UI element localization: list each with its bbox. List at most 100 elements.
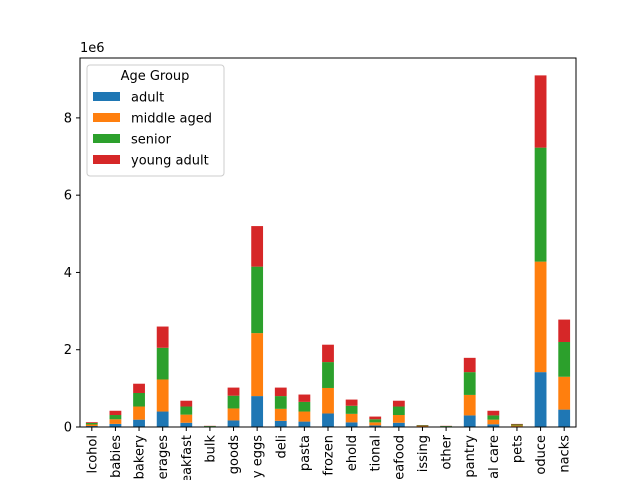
legend-label-young-adult: young adult bbox=[131, 154, 209, 169]
bar-segment-bakery-middle-aged bbox=[133, 406, 145, 420]
x-tick-label: goods bbox=[227, 435, 242, 474]
bar-segment-babies-senior bbox=[109, 415, 122, 420]
y-axis: 0 2 4 6 8 bbox=[64, 111, 80, 436]
bar-segment-snacks-young-adult bbox=[558, 319, 571, 342]
bar-segment-international-middle-aged bbox=[369, 422, 382, 426]
bar-segment-frozen-young-adult bbox=[322, 344, 334, 363]
bar-segment-personal-care-adult bbox=[487, 424, 500, 427]
bar-segment-dairy-eggs-adult bbox=[251, 396, 264, 427]
bar-segment-produce-middle-aged bbox=[534, 261, 547, 373]
x-axis: lcohol babies bakery erages eakfast bulk goods… bbox=[85, 427, 573, 480]
legend-title: Age Group bbox=[121, 69, 190, 84]
bar-segment-frozen-adult bbox=[322, 413, 334, 427]
bar-segment-alcohol-middle-aged bbox=[85, 424, 98, 427]
bar-segment-household-senior bbox=[345, 405, 358, 414]
bar-segment-pantry-middle-aged bbox=[463, 394, 476, 416]
y-tick-label: 0 bbox=[64, 421, 72, 436]
bar-segment-deli-middle-aged bbox=[274, 408, 287, 421]
bar-segment-snacks-senior bbox=[558, 341, 571, 377]
x-tick-label: pets bbox=[510, 435, 525, 463]
y-tick-label: 2 bbox=[64, 343, 72, 358]
bar-segment-breakfast-middle-aged bbox=[180, 414, 193, 423]
y-tick-label: 4 bbox=[64, 266, 72, 281]
bar-segment-bakery-adult bbox=[133, 419, 145, 427]
bar-segment-pets-middle-aged bbox=[511, 425, 523, 427]
bar-segment-canned-goods-senior bbox=[227, 395, 240, 409]
bar-segment-beverages-senior bbox=[156, 347, 169, 380]
bar-segment-household-adult bbox=[345, 422, 358, 427]
x-tick-label: pasta bbox=[298, 435, 313, 471]
bar-segment-breakfast-senior bbox=[180, 406, 193, 415]
x-tick-label: erages bbox=[156, 435, 171, 480]
y-tick-label: 6 bbox=[64, 189, 72, 204]
bar-segment-canned-goods-adult bbox=[227, 420, 240, 427]
bar-segment-snacks-middle-aged bbox=[558, 376, 571, 410]
bar-segment-seafood-senior bbox=[392, 406, 405, 416]
x-tick-label: tional bbox=[369, 435, 384, 471]
y-scale-label: 1e6 bbox=[80, 41, 105, 56]
legend-swatch-young-adult bbox=[93, 155, 120, 164]
bar-segment-pets-young-adult bbox=[511, 423, 523, 425]
bar-segment-beverages-adult bbox=[156, 411, 169, 427]
bar-segment-pantry-adult bbox=[463, 415, 476, 427]
bar-segment-international-senior bbox=[369, 419, 382, 423]
bar-segment-pasta-senior bbox=[298, 401, 311, 412]
bar-segment-international-young-adult bbox=[369, 416, 382, 420]
bar-segment-produce-young-adult bbox=[534, 75, 547, 148]
bar-segment-personal-care-senior bbox=[487, 415, 500, 420]
bar-segment-pantry-young-adult bbox=[463, 357, 476, 373]
bar-segment-bakery-young-adult bbox=[133, 383, 145, 393]
bar-segment-pasta-adult bbox=[298, 421, 311, 427]
bar-segment-seafood-adult bbox=[392, 422, 405, 427]
x-tick-label: oduce bbox=[534, 435, 549, 475]
x-tick-label: pantry bbox=[463, 435, 478, 478]
bar-segment-pets-senior bbox=[511, 424, 523, 426]
bar-segment-missing-middle-aged bbox=[416, 426, 429, 427]
bar-segment-beverages-young-adult bbox=[156, 326, 169, 348]
legend: Age Group adult middle aged senior young ad… bbox=[86, 64, 225, 177]
x-tick-label: bakery bbox=[133, 435, 148, 480]
bar-segment-beverages-middle-aged bbox=[156, 379, 169, 412]
legend-label-adult: adult bbox=[131, 91, 164, 106]
legend-swatch-adult bbox=[93, 92, 120, 101]
bar-segment-snacks-adult bbox=[558, 409, 571, 427]
x-tick-label: babies bbox=[109, 435, 124, 478]
bar-segment-seafood-middle-aged bbox=[392, 415, 405, 423]
x-tick-label: y eggs bbox=[251, 435, 266, 478]
bar-segment-babies-middle-aged bbox=[109, 419, 122, 424]
x-tick-label: eakfast bbox=[180, 435, 195, 480]
x-tick-label: eafood bbox=[392, 435, 407, 480]
bar-segment-dairy-eggs-middle-aged bbox=[251, 333, 264, 397]
bar-segment-pantry-senior bbox=[463, 372, 476, 395]
bar-segment-dairy-eggs-senior bbox=[251, 266, 264, 334]
bar-segment-frozen-middle-aged bbox=[322, 387, 334, 414]
legend-label-middle-aged: middle aged bbox=[131, 112, 212, 127]
legend-swatch-senior bbox=[93, 134, 120, 143]
legend-label-senior: senior bbox=[131, 133, 172, 148]
bar-segment-breakfast-adult bbox=[180, 422, 193, 427]
bar-segment-bakery-senior bbox=[133, 393, 145, 407]
bar-segment-pasta-middle-aged bbox=[298, 411, 311, 422]
legend-swatch-middle-aged bbox=[93, 113, 120, 122]
bar-segment-deli-senior bbox=[274, 396, 287, 409]
bar-segment-personal-care-young-adult bbox=[487, 410, 500, 416]
bar-segment-international-adult bbox=[369, 425, 382, 427]
x-tick-label: frozen bbox=[322, 435, 337, 476]
bar-segment-deli-young-adult bbox=[274, 387, 287, 397]
x-tick-label: issing bbox=[416, 435, 431, 472]
bar-segment-personal-care-middle-aged bbox=[487, 419, 500, 425]
x-tick-label: nacks bbox=[558, 435, 573, 473]
x-tick-label: bulk bbox=[203, 435, 218, 463]
bar-segment-alcohol-young-adult bbox=[85, 422, 98, 423]
bar-segment-pasta-young-adult bbox=[298, 394, 311, 402]
bars-group bbox=[85, 75, 571, 427]
bar-segment-produce-adult bbox=[534, 372, 547, 427]
bar-segment-produce-senior bbox=[534, 147, 547, 262]
bar-segment-babies-young-adult bbox=[109, 410, 122, 416]
bar-segment-breakfast-young-adult bbox=[180, 400, 193, 407]
x-tick-label: deli bbox=[274, 435, 289, 458]
bar-segment-canned-goods-young-adult bbox=[227, 387, 240, 396]
bar-segment-deli-adult bbox=[274, 420, 287, 427]
plot-frame bbox=[79, 57, 577, 428]
